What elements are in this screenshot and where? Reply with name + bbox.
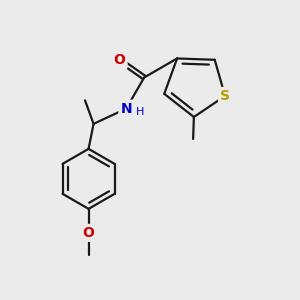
Text: N: N	[120, 102, 132, 116]
Text: O: O	[114, 53, 126, 67]
Text: H: H	[136, 106, 145, 117]
Text: O: O	[82, 226, 94, 240]
Text: S: S	[220, 89, 230, 103]
